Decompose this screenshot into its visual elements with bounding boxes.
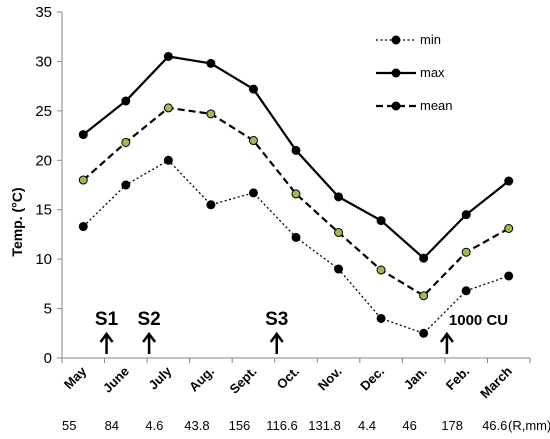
data-point-min bbox=[206, 200, 216, 210]
data-point-min bbox=[291, 232, 301, 242]
data-point-max bbox=[504, 176, 514, 186]
data-point-min bbox=[248, 188, 258, 198]
y-tick-labels: 0 5 10 15 20 25 30 35 bbox=[35, 4, 52, 367]
data-point-min bbox=[163, 155, 173, 165]
rainfall-value: 4.4 bbox=[358, 418, 376, 433]
series-line-max bbox=[82, 55, 510, 260]
legend-label-min: min bbox=[420, 32, 441, 47]
series-line-mean bbox=[82, 106, 510, 298]
event-annotations: S1 S2 S3 1000 CU bbox=[95, 309, 508, 354]
rainfall-value: 84 bbox=[105, 418, 119, 433]
x-tick-label: May bbox=[61, 363, 90, 392]
event-arrowhead bbox=[269, 331, 284, 343]
rainfall-unit-label: (R,mm) bbox=[508, 418, 550, 433]
x-tick-labels: May June July Aug. Sept. Oct. Nov. Dec. Jan. Feb.… bbox=[61, 363, 515, 401]
data-point-mean bbox=[504, 223, 514, 233]
y-tick-label: 30 bbox=[35, 53, 52, 70]
x-tick-label: Jan. bbox=[401, 364, 430, 393]
data-point-max bbox=[248, 84, 258, 94]
event-label: S3 bbox=[265, 309, 288, 330]
rainfall-value: 46.6 bbox=[482, 418, 507, 433]
legend-label-mean: mean bbox=[420, 98, 453, 113]
rainfall-value: 156 bbox=[229, 418, 251, 433]
rainfall-value: 178 bbox=[441, 418, 463, 433]
rainfall-value: 43.8 bbox=[184, 418, 209, 433]
data-point-mean bbox=[461, 247, 471, 257]
legend-label-max: max bbox=[420, 65, 445, 80]
y-tick-label: 35 bbox=[35, 4, 52, 21]
x-tick-label: June bbox=[100, 364, 132, 396]
y-tick-label: 20 bbox=[35, 152, 52, 169]
data-point-mean bbox=[419, 291, 429, 301]
x-tick-label: Feb. bbox=[443, 364, 473, 394]
data-point-max bbox=[78, 130, 88, 140]
data-point-max bbox=[121, 96, 131, 106]
legend-marker-min bbox=[391, 35, 401, 45]
legend-marker-mean bbox=[391, 101, 401, 111]
y-tick-label: 5 bbox=[44, 301, 52, 318]
data-point-max bbox=[163, 51, 173, 61]
series-markers bbox=[78, 51, 514, 338]
data-point-mean bbox=[78, 175, 88, 185]
x-tick-label: Sept. bbox=[226, 364, 259, 397]
event-label: S1 bbox=[95, 309, 119, 330]
rainfall-value: 46 bbox=[402, 418, 416, 433]
y-axis-label: Temp. (°C) bbox=[9, 187, 25, 256]
data-point-min bbox=[376, 313, 386, 323]
data-point-mean bbox=[248, 136, 258, 146]
x-tick-label: Dec. bbox=[357, 364, 387, 394]
x-tick-label: Aug. bbox=[186, 364, 217, 395]
legend-marker-max bbox=[391, 68, 401, 78]
data-point-mean bbox=[291, 189, 301, 199]
x-tick-label: March bbox=[477, 363, 515, 401]
data-point-min bbox=[121, 180, 131, 190]
data-point-min bbox=[461, 286, 471, 296]
event-label: S2 bbox=[137, 309, 160, 330]
y-tick-label: 15 bbox=[35, 202, 52, 219]
event-arrowhead bbox=[439, 331, 454, 343]
event-label: 1000 CU bbox=[449, 312, 508, 329]
data-point-mean bbox=[121, 137, 131, 147]
data-point-min bbox=[334, 264, 344, 274]
rainfall-value: 116.6 bbox=[266, 418, 298, 433]
data-point-max bbox=[419, 253, 429, 263]
event-arrowhead bbox=[99, 331, 114, 343]
rainfall-value: 131.8 bbox=[308, 418, 341, 433]
data-point-mean bbox=[334, 227, 344, 237]
series-line-min bbox=[82, 159, 509, 335]
x-tick-label: Nov. bbox=[315, 364, 345, 394]
data-point-max bbox=[291, 145, 301, 155]
data-point-max bbox=[461, 210, 471, 220]
data-point-mean bbox=[206, 109, 216, 119]
y-tick-label: 25 bbox=[35, 103, 52, 120]
rainfall-row: 55 84 4.6 43.8 156 116.6 131.8 4.4 46 178 46.6 (R,m… bbox=[62, 418, 550, 433]
y-tick-label: 10 bbox=[35, 251, 52, 268]
y-tick-label: 0 bbox=[44, 350, 52, 367]
rainfall-value: 4.6 bbox=[145, 418, 163, 433]
data-point-min bbox=[78, 222, 88, 232]
data-point-min bbox=[419, 328, 429, 338]
data-point-min bbox=[504, 271, 514, 281]
data-point-max bbox=[334, 192, 344, 202]
x-tick-label: July bbox=[145, 363, 175, 393]
data-point-max bbox=[206, 58, 216, 68]
event-arrowhead bbox=[142, 331, 157, 343]
axes bbox=[57, 11, 531, 363]
data-point-mean bbox=[376, 265, 386, 275]
x-tick-label: Oct. bbox=[274, 364, 302, 392]
legend: min max mean bbox=[376, 32, 453, 113]
data-point-mean bbox=[163, 103, 173, 113]
rainfall-value: 55 bbox=[62, 418, 76, 433]
data-point-max bbox=[376, 216, 386, 226]
